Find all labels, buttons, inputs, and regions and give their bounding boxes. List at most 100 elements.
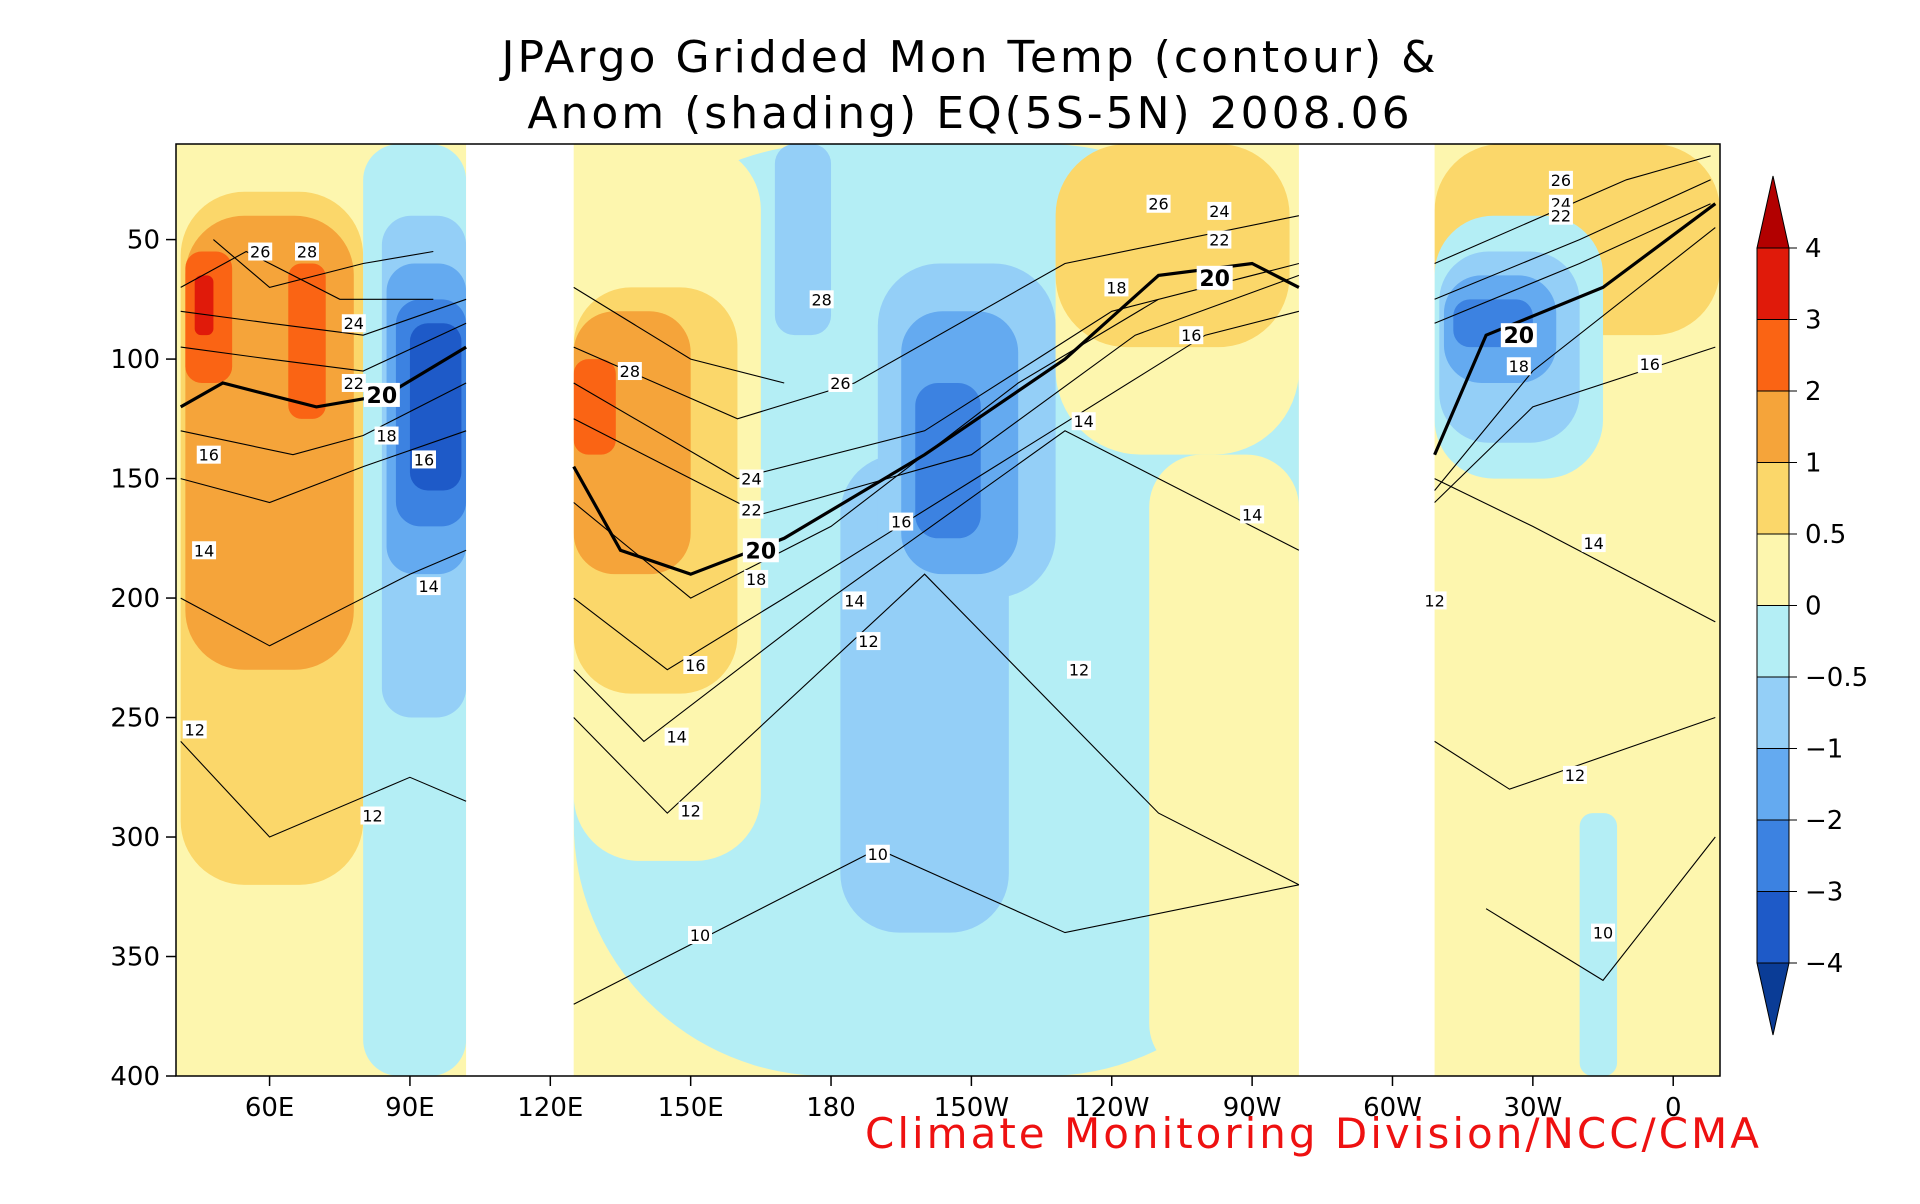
contour-label-bg-12-4 bbox=[1067, 660, 1092, 679]
y-tick-label-50: 50 bbox=[127, 226, 160, 256]
contour-label-bg-12-0 bbox=[182, 720, 207, 739]
y-tick-label-200: 200 bbox=[110, 584, 160, 614]
colorbar-box-3 bbox=[1756, 462, 1790, 535]
contour-label-bg-14-4 bbox=[1071, 412, 1096, 431]
colorbar-top-arrow bbox=[1756, 175, 1790, 249]
contour-28-seg-1 bbox=[573, 286, 785, 384]
x-tick-label-0: 0 bbox=[1665, 1093, 1682, 1123]
anomaly-region-10 bbox=[409, 323, 462, 491]
chart-subtitle: Anom (shading) EQ(5S-5N) 2008.06 bbox=[527, 88, 1412, 139]
contour-label-bg-16-1 bbox=[411, 450, 436, 469]
colorbar-label-8: −2 bbox=[1805, 806, 1843, 836]
contour-label-bg-10-0 bbox=[688, 926, 713, 945]
y-tick-label-400: 400 bbox=[110, 1062, 160, 1092]
contour-label-26-0: 26 bbox=[250, 243, 270, 262]
contour-14-seg-2 bbox=[1434, 478, 1716, 623]
contour-label-bg-22-0 bbox=[341, 373, 366, 392]
contour-label-12-5: 12 bbox=[1424, 591, 1444, 610]
contour-20-seg-2 bbox=[1433, 202, 1717, 456]
contour-label-16-1: 16 bbox=[414, 450, 434, 469]
contour-label-18-1: 18 bbox=[746, 570, 766, 589]
contour-label-14-2: 14 bbox=[666, 728, 686, 747]
colorbar-label-7: −1 bbox=[1805, 735, 1843, 765]
x-tick-label-120E: 120E bbox=[517, 1093, 583, 1123]
colorbar-label-5: 0 bbox=[1805, 592, 1822, 622]
contour-label-26-2: 26 bbox=[1148, 195, 1168, 214]
land-gap-0 bbox=[466, 144, 574, 1076]
contour-label-12-3: 12 bbox=[858, 632, 878, 651]
colorbar-label-9: −3 bbox=[1805, 878, 1843, 908]
contour-label-20-0: 20 bbox=[367, 384, 398, 409]
contour-label-24-1: 24 bbox=[741, 470, 761, 489]
anomaly-region-20 bbox=[915, 382, 981, 539]
y-tick-label-100: 100 bbox=[110, 345, 160, 375]
contour-label-18-0: 18 bbox=[376, 427, 396, 446]
contour-label-bg-16-4 bbox=[1179, 326, 1204, 345]
x-tick-label-120W: 120W bbox=[1074, 1093, 1149, 1123]
colorbar-bottom-arrow bbox=[1756, 962, 1790, 1036]
contour-label-28-2: 28 bbox=[811, 290, 831, 309]
anomaly-region-15 bbox=[573, 359, 616, 455]
colorbar-label-0: 4 bbox=[1805, 234, 1822, 264]
contour-label-bg-12-5 bbox=[1422, 591, 1447, 610]
colorbar-box-6 bbox=[1756, 676, 1790, 749]
contour-label-26-3: 26 bbox=[1551, 171, 1571, 190]
contour-label-16-3: 16 bbox=[891, 513, 911, 532]
contour-label-bg-20-0 bbox=[363, 382, 400, 407]
contour-label-20-2: 20 bbox=[1199, 267, 1230, 292]
anomaly-region-5 bbox=[194, 275, 214, 336]
contour-label-bg-16-0 bbox=[196, 445, 221, 464]
contour-label-10-2: 10 bbox=[1593, 924, 1613, 943]
contour-label-22-1: 22 bbox=[741, 501, 761, 520]
contour-label-16-0: 16 bbox=[199, 446, 219, 465]
colorbar-label-1: 3 bbox=[1805, 306, 1822, 336]
contour-label-bg-22-2 bbox=[1207, 230, 1232, 249]
contour-label-16-5: 16 bbox=[1640, 355, 1660, 374]
colorbar-label-2: 2 bbox=[1805, 377, 1822, 407]
land-gap-1 bbox=[1298, 144, 1435, 1076]
contour-label-bg-16-2 bbox=[683, 655, 708, 674]
contour-label-28-1: 28 bbox=[620, 362, 640, 381]
colorbar-box-1 bbox=[1756, 319, 1790, 392]
anomaly-region-23 bbox=[1149, 454, 1299, 1076]
colorbar-box-7 bbox=[1756, 748, 1790, 821]
x-tick-label-60E: 60E bbox=[245, 1093, 295, 1123]
colorbar-label-10: −4 bbox=[1805, 949, 1843, 979]
anomaly-region-22 bbox=[1055, 144, 1290, 348]
contour-14-seg-1 bbox=[573, 430, 1300, 743]
chart-title: JPArgo Gridded Mon Temp (contour) & bbox=[499, 32, 1439, 83]
contour-12-seg-2 bbox=[1434, 716, 1716, 790]
contour-label-bg-28-0 bbox=[295, 242, 320, 261]
contour-label-bg-16-5 bbox=[1637, 354, 1662, 373]
x-tick-label-90E: 90E bbox=[385, 1093, 435, 1123]
y-tick-label-250: 250 bbox=[110, 704, 160, 734]
contour-12-seg-1 bbox=[573, 573, 1300, 886]
contour-22-seg-0 bbox=[180, 322, 467, 372]
contour-label-16-2: 16 bbox=[685, 656, 705, 675]
contour-label-14-4: 14 bbox=[1074, 412, 1094, 431]
colorbar-label-3: 1 bbox=[1805, 449, 1822, 479]
contour-label-26-1: 26 bbox=[830, 374, 850, 393]
colorbar-box-8 bbox=[1756, 819, 1790, 892]
y-tick-label-350: 350 bbox=[110, 943, 160, 973]
contour-label-bg-20-1 bbox=[742, 538, 779, 563]
contour-label-18-2: 18 bbox=[1106, 278, 1126, 297]
contour-label-bg-24-0 bbox=[341, 314, 366, 333]
contour-label-12-4: 12 bbox=[1069, 661, 1089, 680]
contour-label-bg-28-1 bbox=[617, 362, 642, 381]
contour-22-seg-1 bbox=[573, 274, 1300, 515]
contour-label-12-1: 12 bbox=[362, 807, 382, 826]
contour-12-seg-0 bbox=[180, 741, 467, 838]
contour-26-seg-2 bbox=[1434, 155, 1711, 265]
credit-text: Climate Monitoring Division/NCC/CMA bbox=[865, 1109, 1762, 1158]
contour-label-22-0: 22 bbox=[344, 374, 364, 393]
contour-label-14-0: 14 bbox=[194, 541, 214, 560]
contour-label-bg-28-2 bbox=[809, 290, 834, 309]
contour-22-seg-2 bbox=[1434, 203, 1711, 324]
contour-label-10-0: 10 bbox=[690, 926, 710, 945]
contour-label-14-6: 14 bbox=[1583, 534, 1603, 553]
